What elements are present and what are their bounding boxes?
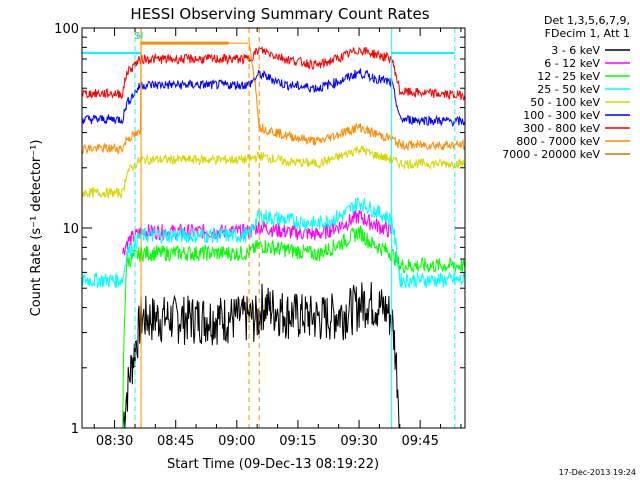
y-tick-label-1: 10 — [62, 222, 79, 237]
series-line-5 — [81, 68, 466, 128]
series-line-7 — [81, 42, 466, 155]
chart-title: HESSI Observing Summary Count Rates — [130, 5, 429, 23]
series-5 — [81, 68, 466, 128]
marker-label-1: N — [136, 31, 143, 42]
x-tick-label-1: 08:45 — [157, 434, 194, 449]
legend-label-7: 800 - 7000 keV — [516, 135, 600, 148]
legend-label-1: 6 - 12 keV — [544, 57, 600, 70]
x-tick-label-5: 09:45 — [401, 434, 438, 449]
series-line-2 — [82, 225, 466, 429]
series-line-1 — [122, 209, 393, 256]
axes: 08:30 08:45 09:00 09:15 09:30 09:45 1 10 100 — [54, 22, 465, 449]
y-axis-label: Count Rate (s⁻¹ detector⁻¹) — [29, 140, 44, 317]
legend: Det 1,3,5,6,7,9, FDecim 1, Att 1 3 - 6 k… — [502, 14, 630, 161]
series-1 — [122, 209, 393, 256]
series-6 — [81, 45, 466, 101]
series-line-3 — [81, 197, 466, 289]
x-tick-label-3: 09:15 — [279, 434, 316, 449]
legend-label-5: 100 - 300 keV — [523, 109, 600, 122]
footer-timestamp: 17-Dec-2013 19:24 — [559, 468, 636, 477]
series-3 — [81, 197, 466, 289]
legend-label-0: 3 - 6 keV — [551, 44, 600, 57]
series-2 — [82, 225, 466, 429]
legend-label-2: 12 - 25 keV — [537, 70, 600, 83]
series-line-4 — [81, 145, 466, 200]
legend-label-8: 7000 - 20000 keV — [502, 148, 600, 161]
series-0 — [82, 282, 465, 429]
x-axis-label: Start Time (09-Dec-13 08:19:22) — [167, 457, 379, 472]
legend-label-6: 300 - 800 keV — [523, 122, 600, 135]
legend-header-2: FDecim 1, Att 1 — [545, 27, 630, 40]
legend-label-3: 25 - 50 keV — [537, 83, 600, 96]
legend-header-1: Det 1,3,5,6,7,9, — [544, 14, 630, 27]
series-4 — [81, 145, 466, 200]
legend-label-4: 50 - 100 keV — [530, 96, 600, 109]
series-7 — [81, 42, 466, 155]
series-line-6 — [81, 45, 466, 101]
marker-label-0: S — [134, 31, 140, 42]
series-line-0 — [82, 282, 465, 429]
x-tick-label-4: 09:30 — [340, 434, 377, 449]
plot-area: SN — [81, 28, 466, 429]
x-tick-label-0: 08:30 — [96, 434, 133, 449]
x-tick-label-2: 09:00 — [218, 434, 255, 449]
y-tick-label-2: 100 — [54, 22, 79, 37]
y-tick-label-0: 1 — [71, 422, 79, 437]
